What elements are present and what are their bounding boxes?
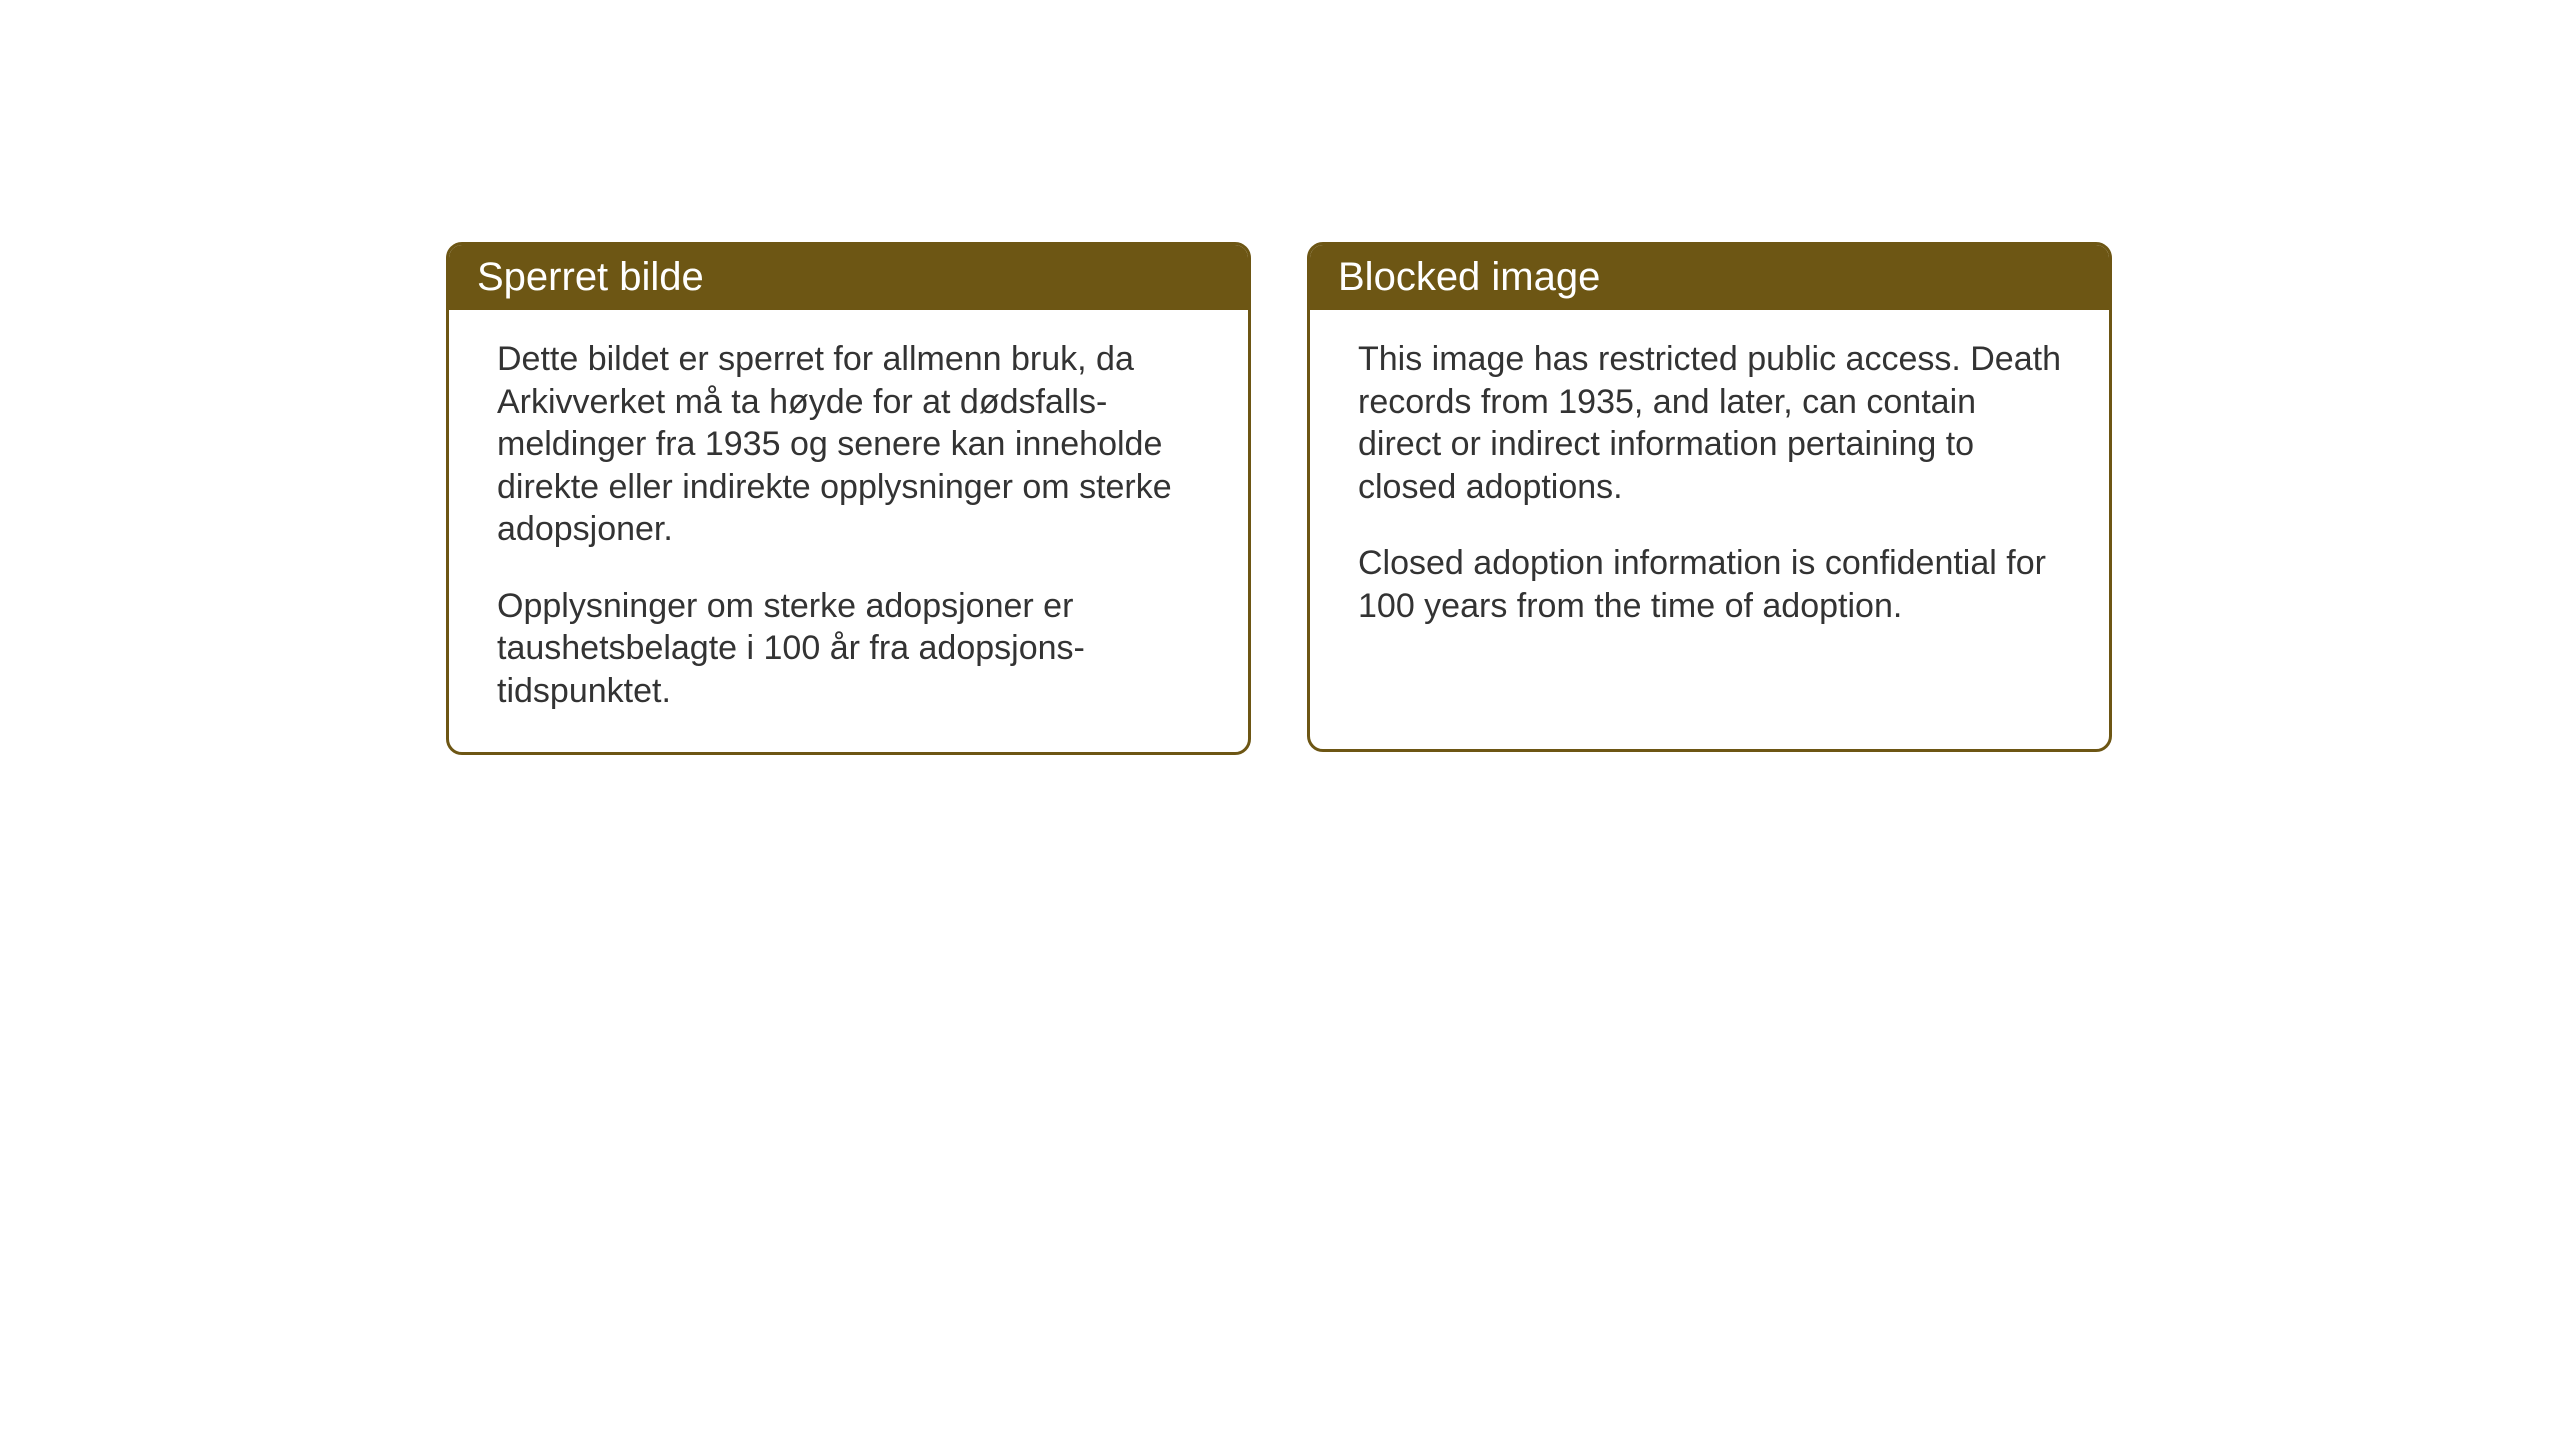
english-notice-card: Blocked image This image has restricted … [1307,242,2112,752]
english-card-header: Blocked image [1310,245,2109,310]
english-card-body: This image has restricted public access.… [1310,310,2109,667]
norwegian-paragraph-2: Opplysninger om sterke adopsjoner er tau… [497,585,1200,713]
english-card-title: Blocked image [1338,255,1600,299]
english-paragraph-2: Closed adoption information is confident… [1358,542,2061,627]
norwegian-card-title: Sperret bilde [477,255,704,299]
english-paragraph-1: This image has restricted public access.… [1358,338,2061,508]
notice-container: Sperret bilde Dette bildet er sperret fo… [446,242,2112,755]
norwegian-paragraph-1: Dette bildet er sperret for allmenn bruk… [497,338,1200,551]
norwegian-card-body: Dette bildet er sperret for allmenn bruk… [449,310,1248,752]
norwegian-notice-card: Sperret bilde Dette bildet er sperret fo… [446,242,1251,755]
norwegian-card-header: Sperret bilde [449,245,1248,310]
